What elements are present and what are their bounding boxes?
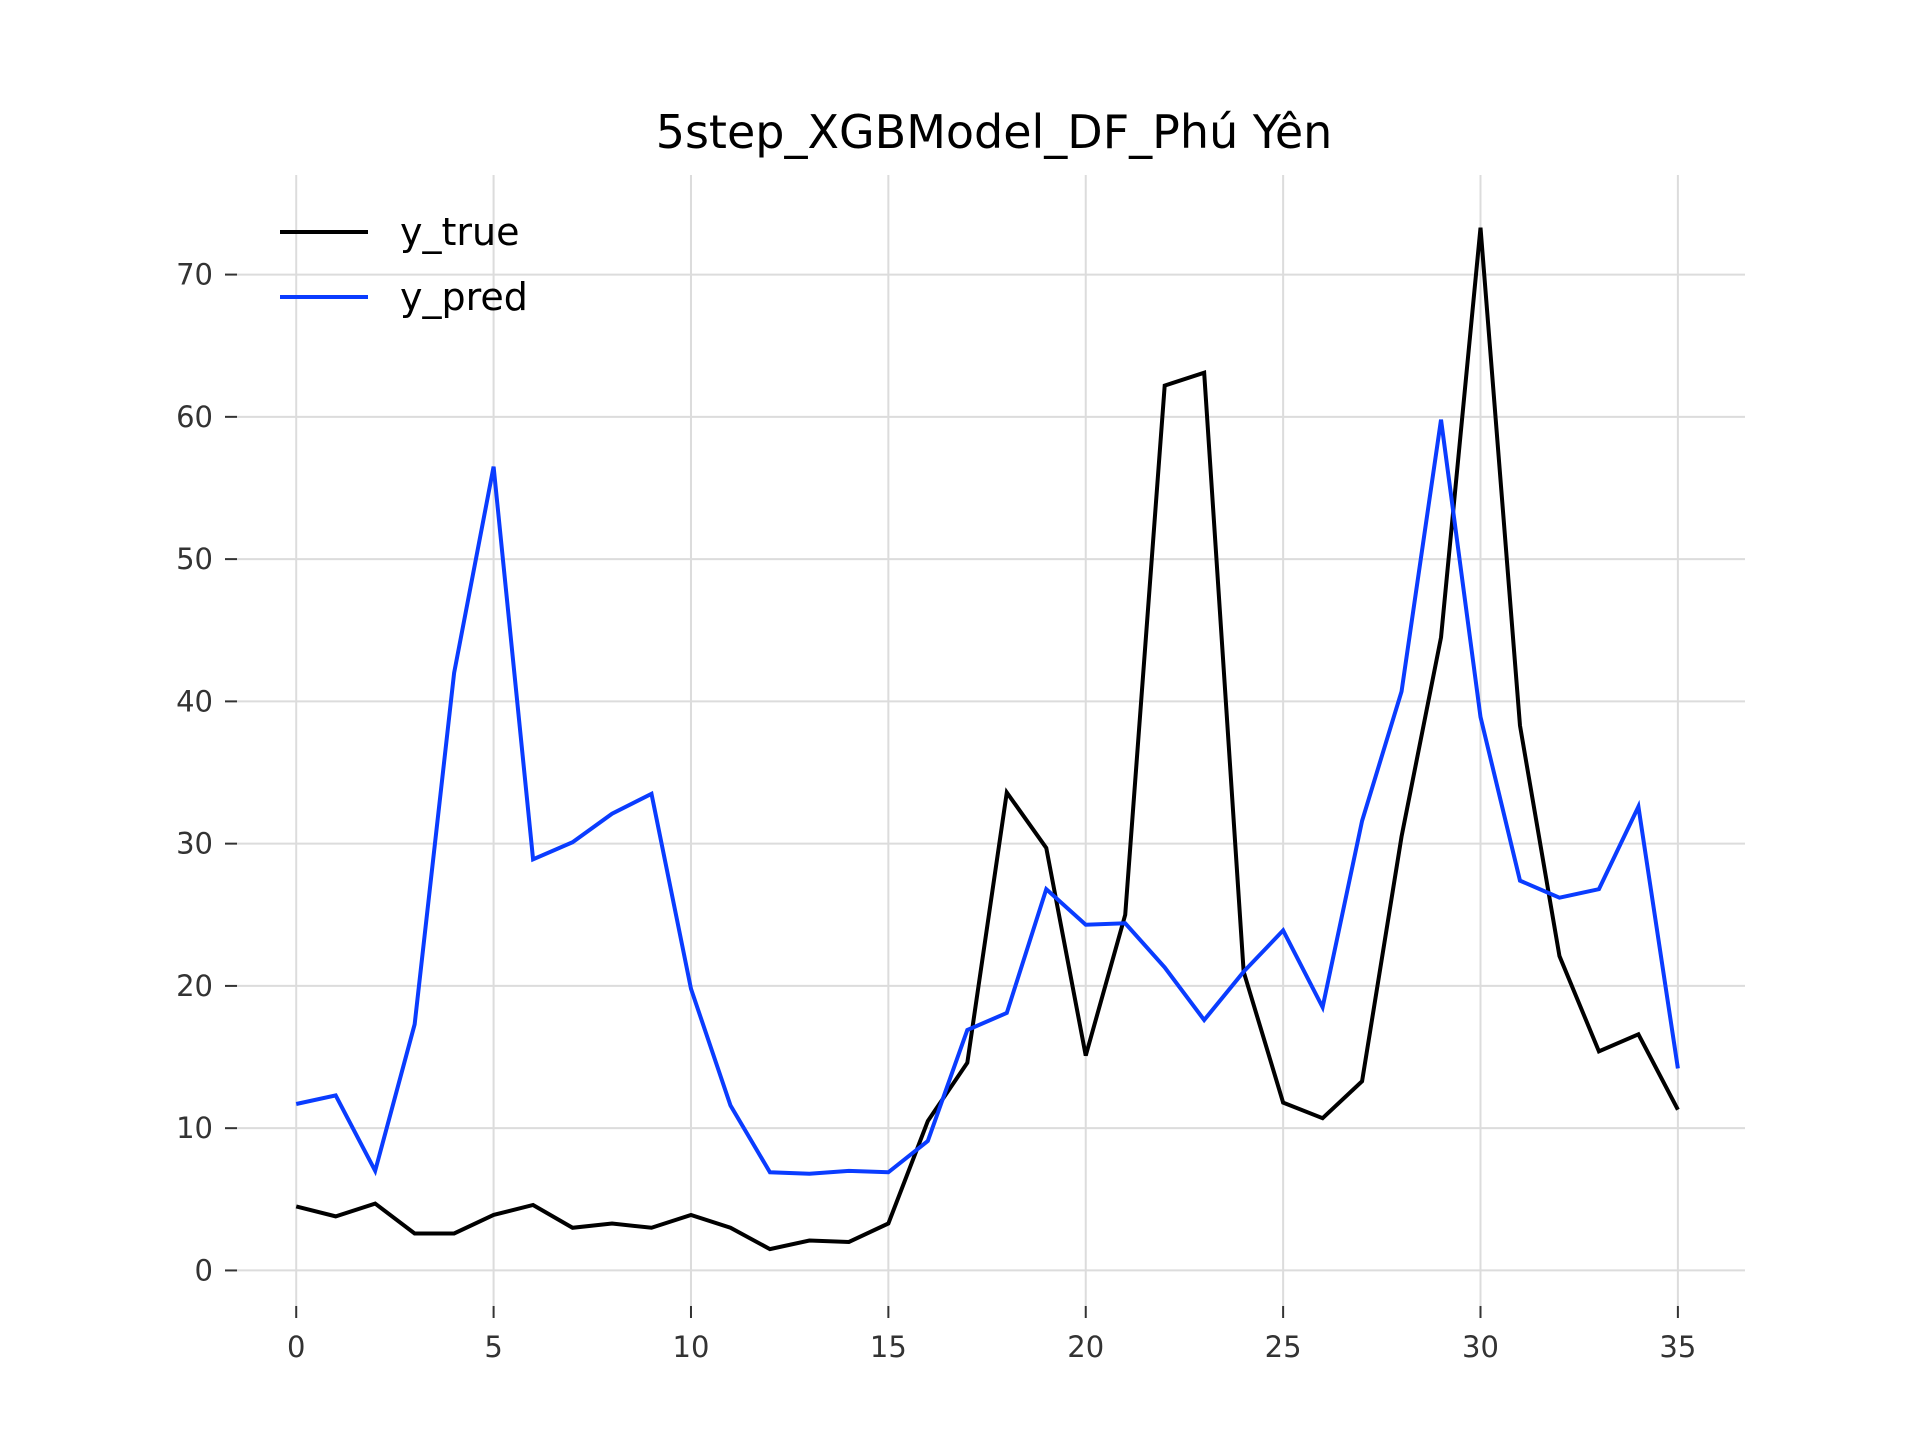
- data-point-y_pred: [333, 1092, 339, 1098]
- data-point-y_pred: [530, 856, 536, 862]
- data-point-y_true: [372, 1201, 378, 1207]
- series-line-y_true: [295, 227, 1680, 1252]
- data-point-y_pred: [767, 1169, 773, 1175]
- data-point-y_true: [1359, 1078, 1365, 1084]
- data-point-y_true: [1517, 723, 1523, 729]
- x-tick-label: 30: [1462, 1330, 1499, 1364]
- data-point-y_pred: [372, 1168, 378, 1174]
- data-point-y_true: [649, 1225, 655, 1231]
- data-point-y_true: [333, 1213, 339, 1219]
- data-point-y_true: [1320, 1115, 1326, 1121]
- data-point-y_pred: [885, 1169, 891, 1175]
- data-point-y_true: [1399, 834, 1405, 840]
- x-tick-label: 0: [287, 1330, 305, 1364]
- data-point-y_true: [1083, 1053, 1089, 1059]
- data-point-y_true: [1556, 953, 1562, 959]
- data-point-y_true: [293, 1203, 299, 1209]
- data-point-y_pred: [570, 839, 576, 845]
- data-point-y_pred: [1122, 920, 1128, 926]
- data-point-y_true: [1675, 1107, 1681, 1113]
- data-point-y_pred: [412, 1021, 418, 1027]
- data-point-y_true: [925, 1118, 931, 1124]
- data-point-y_pred: [649, 791, 655, 797]
- data-point-y_pred: [925, 1138, 931, 1144]
- data-point-y_true: [1280, 1100, 1286, 1106]
- data-point-y_true: [767, 1246, 773, 1252]
- data-point-y_true: [491, 1212, 497, 1218]
- data-point-y_true: [1162, 383, 1168, 389]
- data-point-y_true: [806, 1238, 812, 1244]
- y-tick-label: 30: [176, 827, 213, 861]
- data-point-y_pred: [806, 1171, 812, 1177]
- y-tick-label: 40: [176, 684, 213, 718]
- data-point-y_pred: [1162, 964, 1168, 970]
- data-point-y_true: [1122, 912, 1128, 918]
- data-point-y_true: [1635, 1031, 1641, 1037]
- data-point-y_pred: [293, 1101, 299, 1107]
- data-point-y_pred: [1596, 886, 1602, 892]
- data-point-y_pred: [1438, 417, 1444, 423]
- data-point-y_pred: [1004, 1010, 1010, 1016]
- data-point-y_pred: [1478, 714, 1484, 720]
- legend-label-y_true: y_true: [400, 210, 519, 254]
- data-point-y_pred: [1280, 927, 1286, 933]
- grid: [237, 175, 1745, 1306]
- series-line-y_pred: [295, 419, 1680, 1177]
- data-point-y_pred: [1675, 1065, 1681, 1071]
- data-point-y_pred: [1083, 922, 1089, 928]
- data-point-y_true: [1478, 225, 1484, 231]
- data-point-y_pred: [688, 986, 694, 992]
- legend-label-y_pred: y_pred: [400, 275, 528, 319]
- data-point-y_true: [727, 1225, 733, 1231]
- data-point-y_true: [1438, 634, 1444, 640]
- y-tick-label: 50: [176, 542, 213, 576]
- series-lines: [293, 225, 1681, 1252]
- data-point-y_pred: [1556, 895, 1562, 901]
- data-point-y_true: [885, 1220, 891, 1226]
- data-point-y_pred: [1241, 969, 1247, 975]
- x-tick-label: 10: [673, 1330, 710, 1364]
- x-tick-label: 15: [870, 1330, 907, 1364]
- axes: 0 5 10 15 20 25 30 35 0 10 20 30 40 50 60 70: [176, 258, 1696, 1364]
- y-tick-label: 70: [176, 258, 213, 292]
- data-point-y_true: [688, 1212, 694, 1218]
- y-tick-label: 60: [176, 400, 213, 434]
- data-point-y_pred: [846, 1168, 852, 1174]
- data-point-y_pred: [451, 670, 457, 676]
- data-point-y_true: [1004, 789, 1010, 795]
- data-point-y_true: [530, 1202, 536, 1208]
- data-point-y_pred: [1320, 1004, 1326, 1010]
- data-point-y_pred: [491, 464, 497, 470]
- data-point-y_pred: [609, 811, 615, 817]
- data-point-y_true: [964, 1060, 970, 1066]
- data-point-y_true: [1596, 1048, 1602, 1054]
- legend: y_true y_pred: [280, 210, 528, 319]
- data-point-y_pred: [1043, 886, 1049, 892]
- data-point-y_true: [846, 1239, 852, 1245]
- y-tick-label: 10: [176, 1111, 213, 1145]
- data-point-y_true: [451, 1230, 457, 1236]
- data-point-y_pred: [1201, 1017, 1207, 1023]
- data-point-y_true: [412, 1230, 418, 1236]
- data-point-y_pred: [727, 1102, 733, 1108]
- data-point-y_true: [570, 1225, 576, 1231]
- data-point-y_true: [609, 1220, 615, 1226]
- data-point-y_true: [1043, 845, 1049, 851]
- x-tick-label: 20: [1067, 1330, 1104, 1364]
- data-point-y_pred: [1399, 688, 1405, 694]
- data-point-y_pred: [1359, 818, 1365, 824]
- y-tick-label: 20: [176, 969, 213, 1003]
- chart-title: 5step_XGBModel_DF_Phú Yên: [656, 105, 1333, 159]
- data-point-y_pred: [964, 1027, 970, 1033]
- data-point-y_pred: [1517, 878, 1523, 884]
- x-tick-label: 5: [484, 1330, 502, 1364]
- data-point-y_true: [1201, 370, 1207, 376]
- y-tick-label: 0: [195, 1253, 213, 1287]
- data-point-y_pred: [1635, 804, 1641, 810]
- x-tick-label: 25: [1265, 1330, 1302, 1364]
- x-tick-label: 35: [1659, 1330, 1696, 1364]
